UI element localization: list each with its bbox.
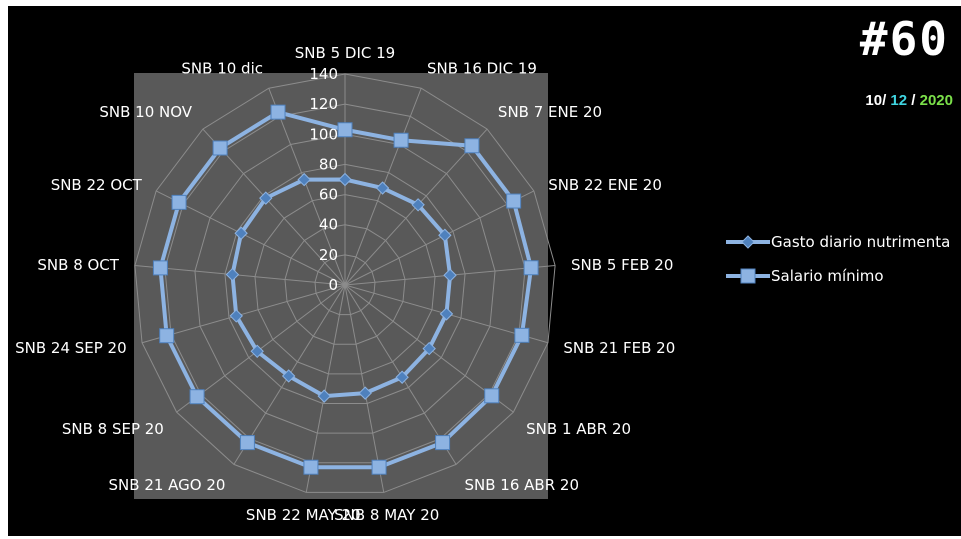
series-point [338,172,352,187]
series-point [395,370,409,384]
r-tick-label: 0 [328,276,338,294]
grid-ring [194,133,496,434]
legend-marker [740,268,756,284]
series-point [439,307,454,321]
category-label: SNB 21 FEB 20 [563,339,675,357]
series-point [523,260,539,276]
date-line: 10/ 12 / 2020 [865,92,953,109]
series-point [506,193,522,209]
series-point [514,327,530,343]
series-point [259,191,273,205]
grid-ring [224,163,466,405]
series-line [230,177,453,399]
series-point [229,309,243,323]
series-point [239,435,255,451]
category-label: SNB 7 ENE 20 [498,103,602,121]
series-point [435,435,451,451]
episode-badge: #60 [859,12,949,66]
grid-ring [134,73,556,493]
legend-marker [741,235,755,249]
category-label: SNB 5 FEB 20 [571,256,673,274]
radar-chart: 0 20 40 60 80 100 120 140 SNB 5 DIC 19 SNB 16 DI… [15,44,950,524]
series-point [371,459,387,475]
date-separator: / [882,92,891,109]
series-point [443,268,457,282]
series-point [281,369,296,383]
series-point [212,140,228,156]
date-month: 12 [890,92,908,109]
category-label: SNB 1 ABR 20 [526,420,631,438]
series-point [422,341,436,356]
series-point [303,459,319,475]
r-tick-label: 120 [309,95,338,113]
legend-label: Salario mínimo [771,267,884,285]
grid-spoke [268,88,346,286]
date-separator: / [907,92,920,109]
series-point [484,388,500,404]
grid-ring [284,224,406,345]
legend-label: Gasto diario nutrimenta [771,233,950,251]
category-label: SNB 22 MAY 20 [246,506,361,524]
series-point [234,226,248,240]
chart-frame: 0 20 40 60 80 100 120 140 SNB 5 DIC 19 SNB 16 DI… [8,6,961,536]
series-point [317,389,331,403]
series-point [464,138,480,154]
series-point [297,172,311,187]
grid-ring [314,254,376,316]
grid-spoke [141,284,346,344]
date-year: 2020 [919,92,953,109]
series-point [250,344,264,359]
r-tick-label: 80 [319,155,338,173]
series-point [337,122,353,138]
r-tick-label: 140 [309,65,338,83]
date-day: 10 [865,92,883,109]
category-label: SNB 16 ABR 20 [465,476,580,494]
series-point [358,386,372,400]
legend: Gasto diario nutrimenta Salario mínimo [726,233,950,285]
grid-spoke [155,190,346,286]
grid-spoke [305,284,346,493]
grid-ring [254,194,436,375]
series-point [171,194,187,210]
grid-spoke [344,190,535,286]
category-label: SNB 8 SEP 20 [62,420,164,438]
series-layer [152,104,539,475]
category-label: SNB 22 ENE 20 [548,176,662,194]
category-label: SNB 5 DIC 19 [295,44,395,62]
category-label: SNB 8 OCT [37,256,119,274]
category-label: SNB 10 NOV [99,103,192,121]
r-tick-label: 100 [309,125,338,143]
r-tick-label: 40 [319,216,338,234]
series-point [438,228,452,242]
series-point [159,328,175,344]
category-label: SNB 24 SEP 20 [15,339,127,357]
grid-ring [164,103,526,464]
category-label: SNB 22 OCT [51,176,143,194]
series-point [189,389,205,405]
series-line [158,110,534,470]
category-label: SNB 10 dic [181,59,263,77]
series-point [411,198,425,212]
series-point [270,104,286,120]
grid-spoke [134,265,346,286]
category-label: SNB 21 AGO 20 [109,476,226,494]
category-labels: SNB 5 DIC 19 SNB 16 DIC 19 SNB 7 ENE 20 SNB… [15,44,675,524]
r-tick-label: 20 [319,246,338,264]
radial-tick-labels: 0 20 40 60 80 100 120 140 [309,65,338,294]
series-point [152,260,168,276]
r-tick-label: 60 [319,186,338,204]
series-point [375,181,390,195]
series-point [393,132,409,148]
series-point [225,267,240,282]
category-label: SNB 8 MAY 20 [334,506,439,524]
category-label: SNB 16 DIC 19 [427,59,537,77]
